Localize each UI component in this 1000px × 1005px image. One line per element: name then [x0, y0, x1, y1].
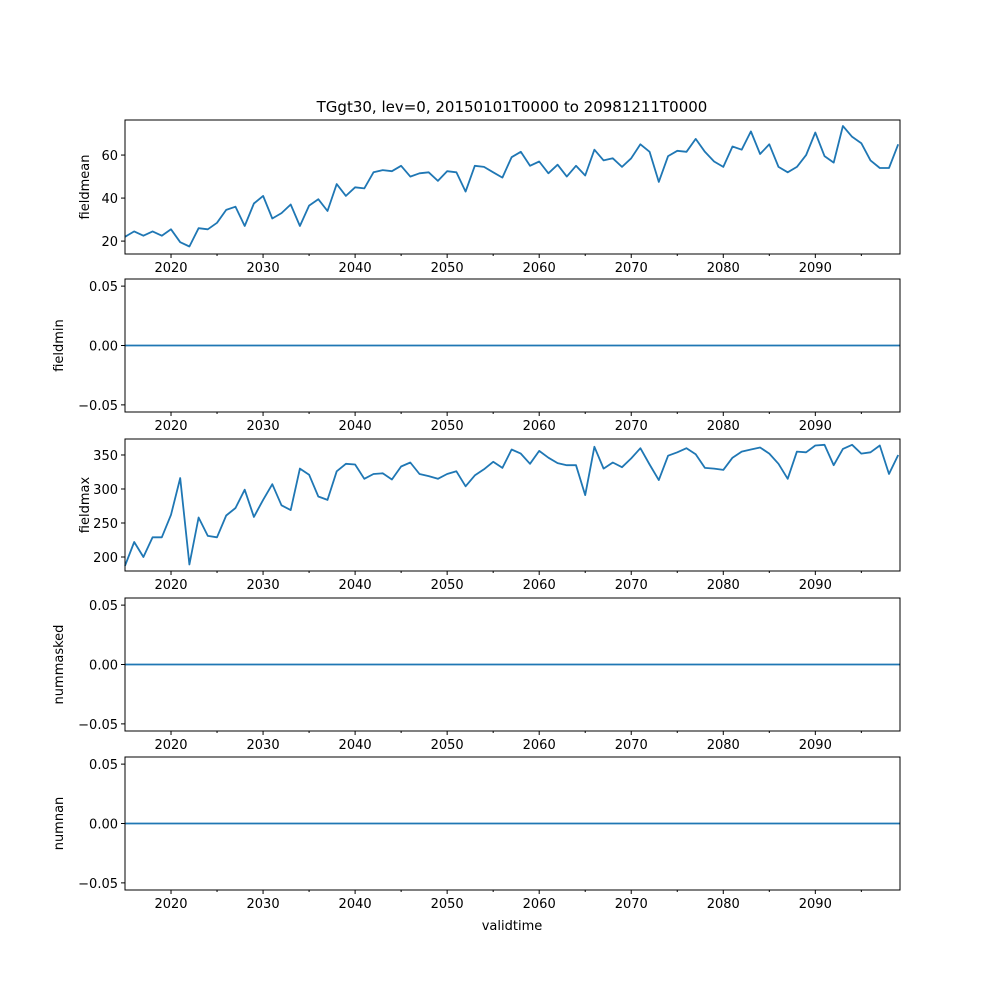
- panel-nummasked-y-axis-label: nummasked: [52, 625, 67, 705]
- panel-fieldmean-x-tick-label: 2060: [523, 261, 556, 276]
- panel-nummasked-y-tick-label: 0.05: [89, 599, 118, 614]
- panel-fieldmax-x-tick-label: 2060: [523, 578, 556, 593]
- panel-nummasked-x-tick-label: 2080: [707, 738, 740, 753]
- panel-fieldmax-y-tick-label: 250: [93, 517, 118, 532]
- panel-numnan-x-tick-label: 2070: [615, 897, 648, 912]
- panel-fieldmean-x-tick-label: 2050: [431, 261, 464, 276]
- panel-numnan-y-tick-label: 0.05: [89, 758, 118, 773]
- panel-fieldmax-y-tick-label: 300: [93, 483, 118, 498]
- x-axis-label: validtime: [482, 919, 543, 934]
- panel-fieldmean-y-axis-label: fieldmean: [78, 155, 93, 220]
- panel-nummasked-x-tick-label: 2030: [247, 738, 280, 753]
- panel-nummasked-x-tick-label: 2060: [523, 738, 556, 753]
- panel-numnan-x-tick-label: 2090: [799, 897, 832, 912]
- panel-fieldmax-y-axis-label: fieldmax: [78, 477, 93, 534]
- panel-fieldmin-y-tick-label: 0.00: [89, 340, 118, 355]
- panel-fieldmin-x-tick-label: 2040: [339, 419, 372, 434]
- panel-fieldmin-x-tick-label: 2090: [799, 419, 832, 434]
- panel-fieldmax-y-tick-label: 200: [93, 551, 118, 566]
- panel-numnan-y-tick-label: −0.05: [78, 877, 118, 892]
- panel-fieldmean-x-tick-label: 2020: [154, 261, 187, 276]
- panel-nummasked-y-tick-label: −0.05: [78, 718, 118, 733]
- panel-fieldmin-x-tick-label: 2060: [523, 419, 556, 434]
- panel-fieldmean-x-tick-label: 2030: [247, 261, 280, 276]
- panel-fieldmax-x-tick-label: 2020: [154, 578, 187, 593]
- panel-fieldmax-x-tick-label: 2070: [615, 578, 648, 593]
- panel-fieldmean-x-tick-label: 2040: [339, 261, 372, 276]
- panel-numnan-x-tick-label: 2030: [247, 897, 280, 912]
- panel-numnan-x-tick-label: 2080: [707, 897, 740, 912]
- panel-numnan-y-tick-label: 0.00: [89, 818, 118, 833]
- panel-nummasked-x-tick-label: 2050: [431, 738, 464, 753]
- panel-nummasked-y-tick-label: 0.00: [89, 659, 118, 674]
- panel-fieldmax-x-tick-label: 2080: [707, 578, 740, 593]
- panel-fieldmin-x-tick-label: 2030: [247, 419, 280, 434]
- panel-numnan-x-tick-label: 2040: [339, 897, 372, 912]
- panel-fieldmin-x-tick-label: 2020: [154, 419, 187, 434]
- panel-fieldmax-axes-frame: [124, 438, 901, 572]
- panel-fieldmin-x-tick-label: 2080: [707, 419, 740, 434]
- panel-nummasked-x-tick-label: 2040: [339, 738, 372, 753]
- panel-fieldmin-y-tick-label: 0.05: [89, 280, 118, 295]
- panel-fieldmax-line: [124, 443, 900, 567]
- panel-numnan-x-tick-label: 2020: [154, 897, 187, 912]
- panel-numnan-x-tick-label: 2050: [431, 897, 464, 912]
- panel-numnan-y-axis-label: numnan: [52, 797, 67, 851]
- panel-fieldmean-y-tick-label: 20: [101, 235, 118, 250]
- chart-title: TGgt30, lev=0, 20150101T0000 to 20981211…: [316, 98, 708, 116]
- panel-fieldmax-x-tick-label: 2030: [247, 578, 280, 593]
- panel-fieldmean-y-tick-label: 40: [101, 192, 118, 207]
- panel-nummasked-x-tick-label: 2020: [154, 738, 187, 753]
- panel-fieldmin-x-tick-label: 2050: [431, 419, 464, 434]
- panel-fieldmax-x-tick-label: 2040: [339, 578, 372, 593]
- panel-nummasked-x-tick-label: 2090: [799, 738, 832, 753]
- panel-fieldmin-x-tick-label: 2070: [615, 419, 648, 434]
- panel-numnan-x-tick-label: 2060: [523, 897, 556, 912]
- panel-fieldmean-x-tick-label: 2070: [615, 261, 648, 276]
- panel-fieldmean-x-tick-label: 2090: [799, 261, 832, 276]
- panel-fieldmax-y-tick-label: 350: [93, 449, 118, 464]
- panel-fieldmean-axes-frame: [124, 119, 901, 255]
- panel-fieldmean-y-tick-label: 60: [101, 149, 118, 164]
- panel-fieldmin-y-axis-label: fieldmin: [52, 319, 67, 372]
- panel-nummasked-x-tick-label: 2070: [615, 738, 648, 753]
- panel-fieldmin-y-tick-label: −0.05: [78, 399, 118, 414]
- panel-fieldmean-line: [124, 125, 900, 248]
- panel-fieldmean-x-tick-label: 2080: [707, 261, 740, 276]
- panel-fieldmax-x-tick-label: 2050: [431, 578, 464, 593]
- panel-fieldmax-x-tick-label: 2090: [799, 578, 832, 593]
